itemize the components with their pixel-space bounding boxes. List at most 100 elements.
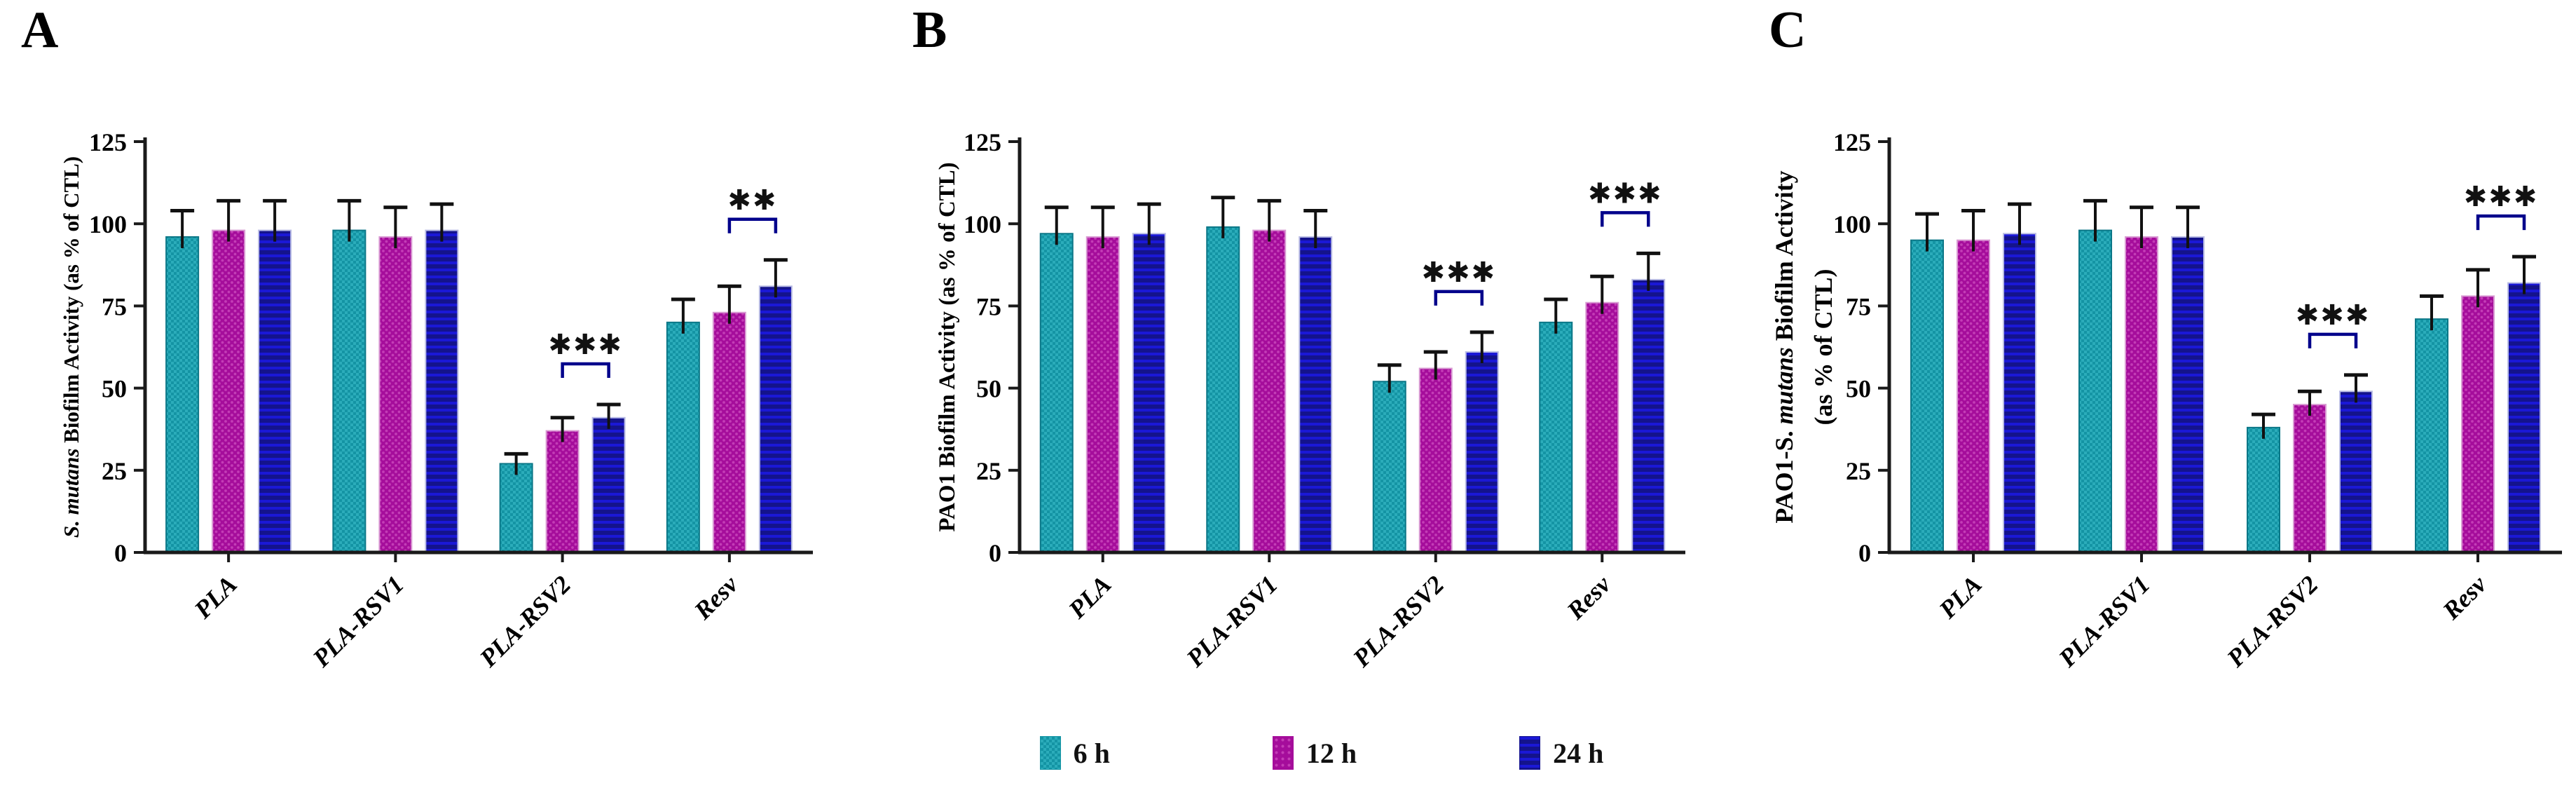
bar-PLA-24h: [258, 229, 292, 553]
y-tick-label: 75: [102, 292, 127, 320]
bar-PLA-RSV1-24h: [1299, 236, 1333, 553]
bar-PLA-24h: [2003, 233, 2036, 553]
legend-label-24h: 24 h: [1553, 737, 1604, 769]
y-tick-label: 125: [89, 128, 127, 156]
bar-PLA-RSV1-6h: [332, 229, 366, 553]
bar-PLA-6h: [165, 236, 200, 553]
legend-item-24h: 24 h: [1519, 736, 1603, 770]
category-label-PLA-RSV1: PLA-RSV1: [307, 570, 409, 672]
bar-PLA-12h: [212, 229, 246, 553]
significance-label: ✱✱✱: [2296, 299, 2371, 332]
bar-PLA-RSV2-12h: [1418, 367, 1453, 553]
y-tick-label: 50: [976, 375, 1001, 403]
y-tick-label: 50: [102, 375, 127, 403]
bar-PLA-24h: [1132, 233, 1166, 553]
category-label-PLA: PLA: [1062, 570, 1116, 624]
category-label-PLA-RSV2: PLA-RSV2: [1347, 570, 1449, 672]
legend-swatch-6h: [1039, 736, 1061, 770]
bar-Resv-12h: [2461, 295, 2495, 553]
y-tick-label: 75: [1846, 292, 1871, 320]
significance-bracket: [727, 217, 778, 233]
significance-bracket: [2476, 214, 2526, 231]
legend-item-6h: 6 h: [1039, 736, 1110, 770]
bar-Resv-6h: [666, 321, 700, 553]
panel-b-letter: B: [912, 1, 947, 59]
significance-bracket: [1434, 290, 1484, 306]
bar-Resv-6h: [2415, 318, 2448, 553]
bar-PLA-6h: [1039, 233, 1074, 553]
chart-c: ✱✱✱ ✱✱✱ 0 25 50 75 100 125 PLA PLA-RSV1 PLA-RSV2 Re…: [1770, 128, 2562, 673]
category-label-PLA-RSV2: PLA-RSV2: [474, 570, 576, 672]
legend: 6 h 12 h 24 h: [0, 718, 2576, 788]
category-label-PLA-RSV1: PLA-RSV1: [1181, 570, 1283, 672]
y-tick-label: 100: [1833, 210, 1871, 238]
y-axis-label: PAO1-S. mutans Biofilm Activity: [1770, 170, 1798, 523]
bar-PLA-RSV1-12h: [1252, 229, 1287, 553]
bar-PLA-6h: [1910, 239, 1944, 553]
bar-PLA-RSV1-24h: [2171, 236, 2205, 553]
bar-PLA-12h: [1957, 239, 1990, 553]
bar-Resv-6h: [1539, 321, 1573, 553]
significance-bracket: [561, 362, 610, 379]
legend-label-12h: 12 h: [1306, 737, 1357, 769]
panel-c-letter: C: [1769, 1, 1807, 59]
bar-Resv-24h: [2507, 282, 2541, 553]
bar-Resv-12h: [712, 311, 746, 553]
category-label-Resv: Resv: [2437, 570, 2492, 625]
bar-PLA-RSV2-12h: [545, 430, 580, 553]
bar-PLA-RSV1-6h: [1206, 226, 1240, 553]
chart-b: ✱✱✱ ✱✱✱ 0 25 50 75 100 125 PLA PLA-RSV1 PLA-RSV2 Re…: [935, 128, 1685, 673]
y-tick-label: 25: [976, 457, 1001, 485]
bar-PLA-RSV2-6h: [1372, 381, 1406, 553]
y-tick-label: 25: [102, 457, 127, 485]
bar-Resv-24h: [1631, 278, 1666, 553]
bar-PLA-RSV1-24h: [425, 229, 459, 553]
bar-PLA-RSV2-12h: [2293, 404, 2327, 553]
category-label-Resv: Resv: [1561, 570, 1616, 625]
panel-a-letter: A: [21, 1, 59, 59]
panel-c: C ✱✱✱ ✱✱✱ 0 25 50 75 100 125 PLA PLA-RSV1 PLA-RSV2…: [1717, 0, 2576, 725]
bar-PLA-RSV1-6h: [2078, 229, 2112, 553]
bar-Resv-24h: [758, 285, 793, 553]
category-label-PLA-RSV2: PLA-RSV2: [2221, 570, 2323, 672]
category-label-Resv: Resv: [688, 570, 744, 625]
y-tick-label: 25: [1846, 457, 1871, 485]
significance-label: ✱✱✱: [1421, 257, 1496, 289]
y-tick-label: 0: [1858, 539, 1871, 567]
bar-PLA-12h: [1085, 236, 1120, 553]
y-axis-label: PAO1 Biofilm Activity (as % of CTL): [935, 162, 960, 531]
legend-label-6h: 6 h: [1073, 737, 1110, 769]
y-axis-label: S. mutans Biofilm Activity (as % of CTL): [59, 156, 83, 538]
y-tick-label: 50: [1846, 375, 1871, 403]
significance-bracket: [2308, 332, 2358, 348]
y-tick-label: 100: [964, 210, 1001, 238]
significance-label: ✱✱✱: [548, 329, 623, 361]
y-tick-label: 100: [89, 210, 127, 238]
category-label-PLA-RSV1: PLA-RSV1: [2053, 570, 2155, 672]
y-tick-label: 125: [964, 128, 1001, 156]
significance-label: ✱✱✱: [2464, 181, 2539, 213]
panel-a: A ✱✱✱ ✱✱ 0 25 50 75 100 125 PLA PLA-RSV1 PLA-RSV2 R…: [0, 0, 876, 725]
y-tick-label: 75: [976, 292, 1001, 320]
y-tick-label: 0: [114, 539, 127, 567]
category-label-PLA: PLA: [189, 570, 242, 624]
bar-PLA-RSV2-24h: [1465, 351, 1499, 553]
bar-PLA-RSV2-24h: [2339, 390, 2373, 554]
panel-b: B ✱✱✱ ✱✱✱ 0 25 50 75 100 125 PLA PLA-RSV1 PLA-RSV2…: [876, 0, 1717, 725]
category-label-PLA: PLA: [1933, 570, 1987, 624]
bar-PLA-RSV2-24h: [591, 416, 626, 553]
bar-Resv-12h: [1585, 301, 1619, 553]
legend-swatch-24h: [1519, 736, 1541, 770]
legend-item-12h: 12 h: [1272, 736, 1357, 770]
y-tick-label: 125: [1833, 128, 1871, 156]
bar-PLA-RSV1-12h: [378, 236, 413, 553]
y-tick-label: 0: [989, 539, 1001, 567]
y-axis-label: (as % of CTL): [1809, 269, 1837, 426]
bar-PLA-RSV2-6h: [499, 463, 533, 554]
significance-label: ✱✱: [727, 184, 777, 217]
legend-swatch-12h: [1272, 736, 1294, 770]
bar-PLA-RSV2-6h: [2247, 426, 2280, 554]
bar-PLA-RSV1-12h: [2125, 236, 2158, 553]
